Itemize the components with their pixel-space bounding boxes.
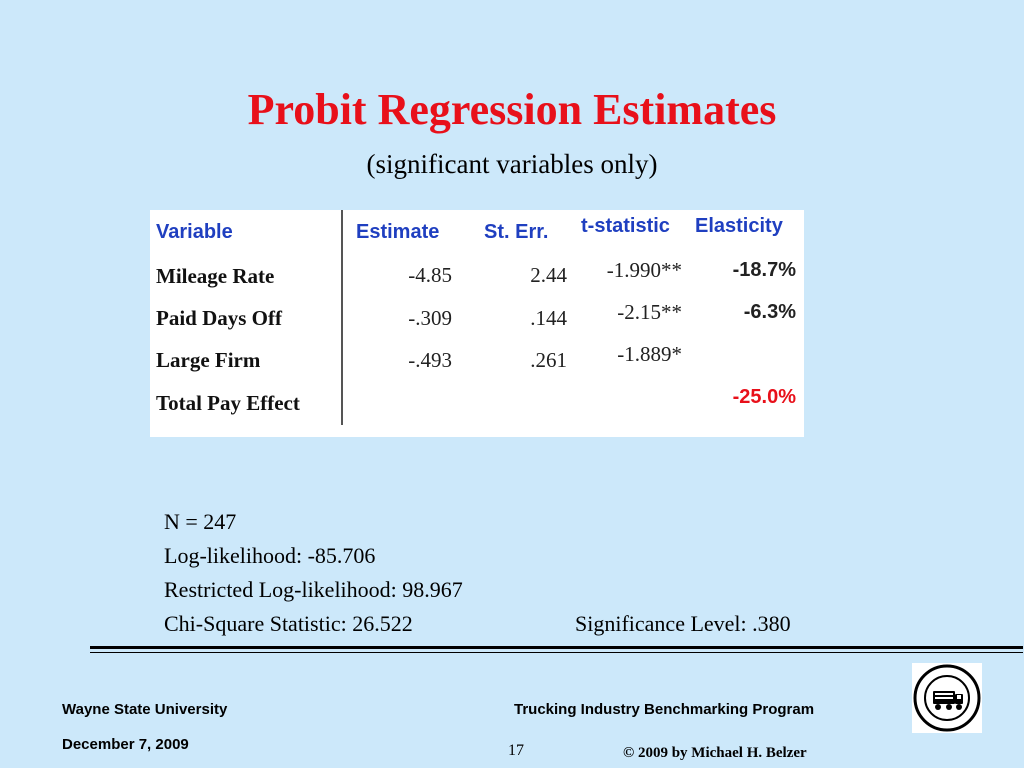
t-statistic-value: -2.15** [617,300,682,324]
stat-n: N = 247 [164,509,237,534]
model-statistics: N = 247 Log-likelihood: -85.706 Restrict… [164,505,791,641]
header-estimate: Estimate [356,221,440,243]
table-column-divider [341,210,343,425]
header-st-err: St. Err. [484,221,549,243]
st-err-value: .144 [530,306,567,330]
page-number: 17 [508,742,524,759]
header-t-statistic: t-statistic [581,215,670,237]
stat-log-likelihood: Log-likelihood: -85.706 [164,543,376,568]
regression-table: Variable Estimate St. Err. t-statistic E… [150,210,804,437]
estimate-value: -.309 [408,306,452,330]
footer-copyright: © 2009 by Michael H. Belzer [623,745,807,761]
slide-subtitle: (significant variables only) [366,149,658,179]
t-statistic-value: -1.889* [617,342,682,366]
footer-rule-thick [90,646,1023,649]
footer-date: December 7, 2009 [62,736,189,753]
footer-rule-thin [90,652,1023,653]
stat-significance: Significance Level: .380 [575,611,791,636]
row-label: Total Pay Effect [156,391,300,415]
trucking-industry-program-logo-icon [912,663,982,733]
stat-restricted-log-likelihood: Restricted Log-likelihood: 98.967 [164,577,463,602]
estimate-value: -4.85 [408,263,452,287]
elasticity-value: -18.7% [732,259,796,281]
header-variable: Variable [156,221,233,243]
row-label: Large Firm [156,348,261,372]
t-statistic-value: -1.990** [606,258,682,282]
st-err-value: 2.44 [530,263,567,287]
st-err-value: .261 [530,348,567,372]
row-label: Mileage Rate [156,264,275,288]
row-label: Paid Days Off [156,306,282,330]
estimate-value: -.493 [408,348,452,372]
slide-title: Probit Regression Estimates [247,85,777,134]
stat-chi-square: Chi-Square Statistic: 26.522 [164,611,413,636]
header-elasticity: Elasticity [695,215,783,237]
elasticity-value: -6.3% [743,301,796,323]
footer-program: Trucking Industry Benchmarking Program [514,701,815,718]
footer-university: Wayne State University [62,701,228,718]
elasticity-value: -25.0% [732,386,796,408]
